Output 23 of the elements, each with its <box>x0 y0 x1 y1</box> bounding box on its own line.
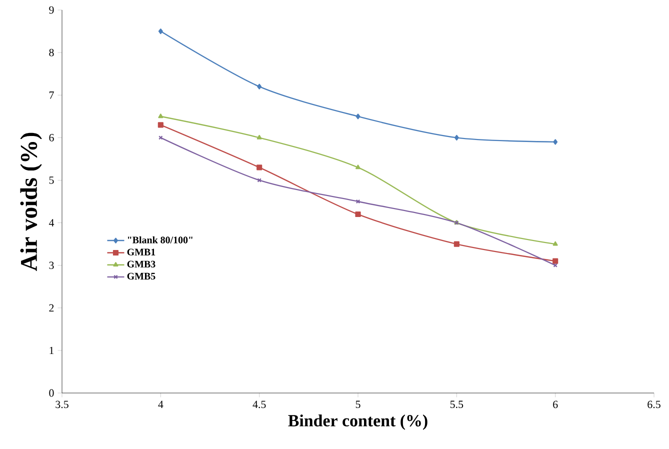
y-tick-label: 0 <box>49 389 54 397</box>
x-axis-title: Binder content (%) <box>288 414 428 430</box>
x-tick-label: 3.5 <box>56 400 68 408</box>
y-axis-title: Air voids (%) <box>20 132 42 272</box>
y-tick-label: 7 <box>49 92 54 99</box>
x-tick-label: 6.5 <box>648 400 660 408</box>
x-tick-label: 4.5 <box>252 400 266 408</box>
legend-label: GMB1 <box>127 248 156 256</box>
legend-label: "Blank 80/100" <box>128 236 192 244</box>
legend-label: GMB3 <box>127 260 156 268</box>
y-tick-label: 5 <box>49 176 54 184</box>
y-tick-label: 9 <box>49 6 54 14</box>
y-tick-label: 8 <box>49 48 54 56</box>
y-tick-label: 2 <box>49 304 54 312</box>
legend-label: GMB5 <box>127 272 156 280</box>
x-tick-label: 5.5 <box>450 400 464 408</box>
y-tick-label: 3 <box>49 262 54 270</box>
x-tick-label: 4 <box>158 400 164 408</box>
x-tick-label: 6 <box>553 400 558 408</box>
y-tick-label: 1 <box>50 346 54 354</box>
y-tick-label: 4 <box>48 219 54 226</box>
y-tick-label: 6 <box>49 134 54 142</box>
x-tick-label: 5 <box>356 400 360 408</box>
